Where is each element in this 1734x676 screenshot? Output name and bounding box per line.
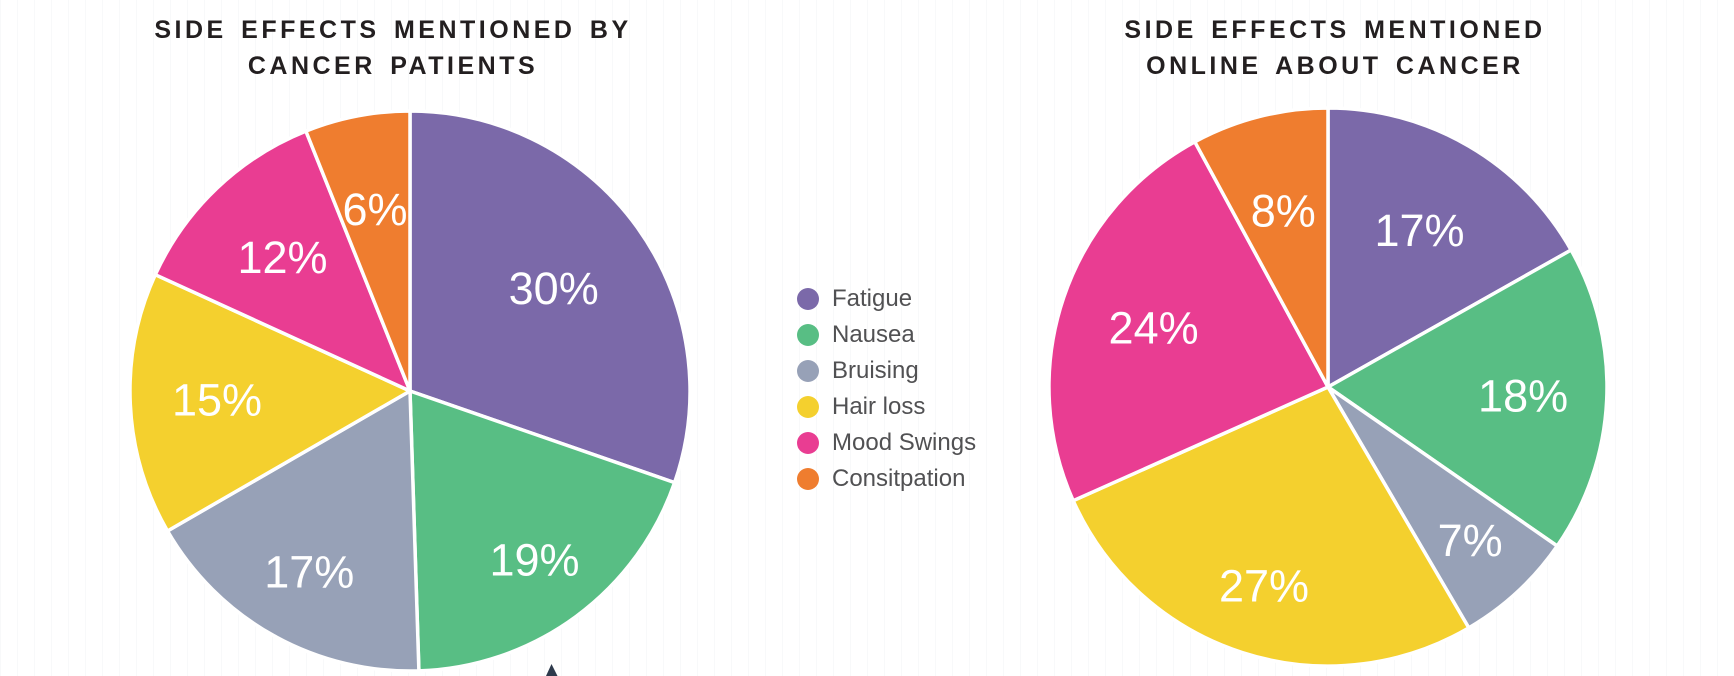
- left-chart-title: SIDE EFFECTS MENTIONED BY CANCER PATIENT…: [154, 12, 631, 84]
- right-pie-slice-consitpation: [1193, 106, 1330, 389]
- left-pie-percent-label: 30%: [509, 263, 599, 314]
- left-pie-slice-nausea: [408, 389, 677, 673]
- left-pie-percent-label: 12%: [237, 232, 327, 283]
- fatigue-swatch-icon: [797, 288, 819, 310]
- right-chart-title-line-2: ONLINE ABOUT CANCER: [1146, 52, 1524, 80]
- legend-item-nausea: Nausea: [797, 317, 976, 353]
- left-chart-title-line-1: SIDE EFFECTS MENTIONED BY: [154, 16, 632, 44]
- right-chart-title-line-1: SIDE EFFECTS MENTIONED: [1124, 16, 1546, 44]
- hair-loss-swatch-icon: [797, 396, 819, 418]
- legend-item-label: Bruising: [832, 357, 919, 384]
- left-pie-slice-hair-loss: [128, 272, 412, 533]
- right-pie-percent-label: 7%: [1438, 515, 1503, 566]
- legend-item-consitpation: Consitpation: [797, 461, 976, 497]
- left-pie-chart: 30% 19% 17% 15% 12% 6%: [128, 109, 692, 673]
- legend-item-mood-swings: Mood Swings: [797, 425, 976, 461]
- right-pie-chart: 17% 18% 7% 27% 24% 8%: [1047, 106, 1609, 668]
- right-pie-percent-label: 17%: [1374, 205, 1464, 256]
- right-pie-percent-label: 18%: [1478, 371, 1568, 422]
- legend-item-fatigue: Fatigue: [797, 281, 976, 317]
- legend-item-label: Nausea: [832, 321, 915, 348]
- left-pie-percent-label: 17%: [264, 547, 354, 598]
- left-pie-slice-mood-swings: [153, 129, 412, 393]
- right-pie-percent-label: 27%: [1219, 561, 1309, 612]
- legend-item-label: Fatigue: [832, 285, 913, 312]
- right-pie-slice-bruising: [1326, 385, 1559, 630]
- right-pie-percent-label: 8%: [1251, 186, 1316, 237]
- legend-item-hair-loss: Hair loss: [797, 389, 976, 425]
- bruising-swatch-icon: [797, 360, 819, 382]
- legend: Fatigue Nausea Bruising Hair loss Mood S…: [797, 281, 976, 497]
- left-chart-title-line-2: CANCER PATIENTS: [247, 52, 539, 80]
- nausea-swatch-icon: [797, 324, 819, 346]
- right-pie-slice-nausea: [1326, 248, 1609, 548]
- left-pie-percent-label: 15%: [172, 375, 262, 426]
- pointer-triangle: [546, 664, 558, 676]
- legend-item-bruising: Bruising: [797, 353, 976, 389]
- left-pie-percent-label: 19%: [489, 535, 579, 586]
- left-pie-slice-bruising: [165, 389, 421, 673]
- right-pie-percent-label: 24%: [1109, 302, 1199, 353]
- consitpation-swatch-icon: [797, 468, 819, 490]
- legend-item-label: Mood Swings: [832, 429, 977, 456]
- left-pie-percent-label: 6%: [342, 184, 407, 235]
- left-pie-slice-fatigue: [408, 109, 692, 485]
- right-chart-title: SIDE EFFECTS MENTIONED ONLINE ABOUT CANC…: [1124, 12, 1545, 84]
- right-pie-slice-fatigue: [1326, 106, 1573, 389]
- legend-item-label: Consitpation: [832, 465, 966, 492]
- left-pie-slice-consitpation: [304, 109, 412, 393]
- right-pie-slice-mood-swings: [1047, 140, 1330, 503]
- legend-item-label: Hair loss: [832, 393, 926, 420]
- mood-swings-swatch-icon: [797, 432, 819, 454]
